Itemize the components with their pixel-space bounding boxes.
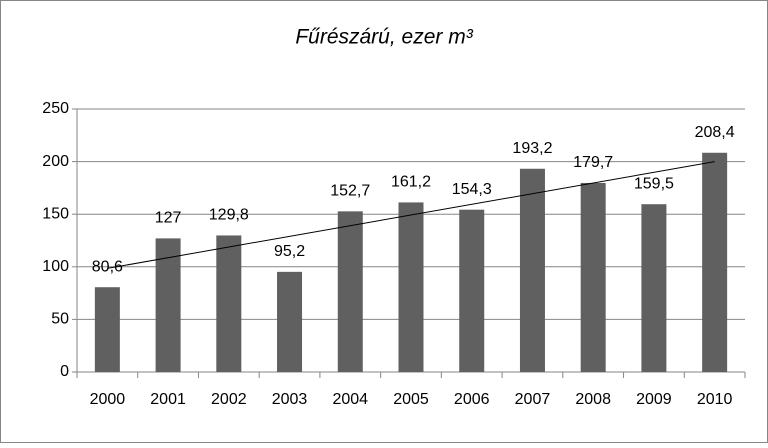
y-tick-label: 200: [42, 153, 69, 170]
bar: [580, 182, 606, 372]
value-label: 95,2: [274, 243, 305, 260]
y-tick-label: 0: [60, 363, 69, 380]
value-label: 127: [155, 210, 182, 227]
bar: [641, 204, 667, 372]
bar: [155, 238, 181, 372]
value-label: 129,8: [209, 207, 249, 224]
bar: [459, 209, 485, 372]
x-tick-label: 2007: [515, 391, 551, 408]
bar: [337, 211, 363, 372]
bar: [94, 287, 120, 372]
value-label: 179,7: [573, 154, 613, 171]
chart-title: Fűrészárú, ezer m³: [295, 26, 473, 49]
value-label: 161,2: [391, 174, 431, 191]
value-label: 154,3: [452, 181, 492, 198]
x-tick-label: 2010: [697, 391, 733, 408]
x-tick-label: 2004: [332, 391, 368, 408]
y-tick-label: 100: [42, 258, 69, 275]
value-label: 80,6: [92, 258, 123, 275]
trendline: [107, 161, 715, 269]
x-tick-label: 2001: [150, 391, 186, 408]
bar: [216, 235, 242, 372]
x-tick-label: 2008: [575, 391, 611, 408]
bar: [398, 202, 424, 372]
bar: [702, 152, 728, 372]
x-tick-label: 2003: [272, 391, 308, 408]
x-tick-label: 2009: [636, 391, 672, 408]
x-tick-label: 2006: [454, 391, 490, 408]
bar: [277, 271, 303, 372]
value-label: 208,4: [695, 124, 735, 141]
x-tick-label: 2002: [211, 391, 247, 408]
x-tick-label: 2005: [393, 391, 429, 408]
bar: [519, 168, 545, 372]
value-label: 193,2: [512, 140, 552, 157]
y-tick-label: 150: [42, 205, 69, 222]
x-tick-label: 2000: [90, 391, 126, 408]
value-label: 152,7: [330, 183, 370, 200]
value-label: 159,5: [634, 175, 674, 192]
y-tick-label: 50: [51, 311, 69, 328]
y-tick-label: 250: [42, 100, 69, 117]
